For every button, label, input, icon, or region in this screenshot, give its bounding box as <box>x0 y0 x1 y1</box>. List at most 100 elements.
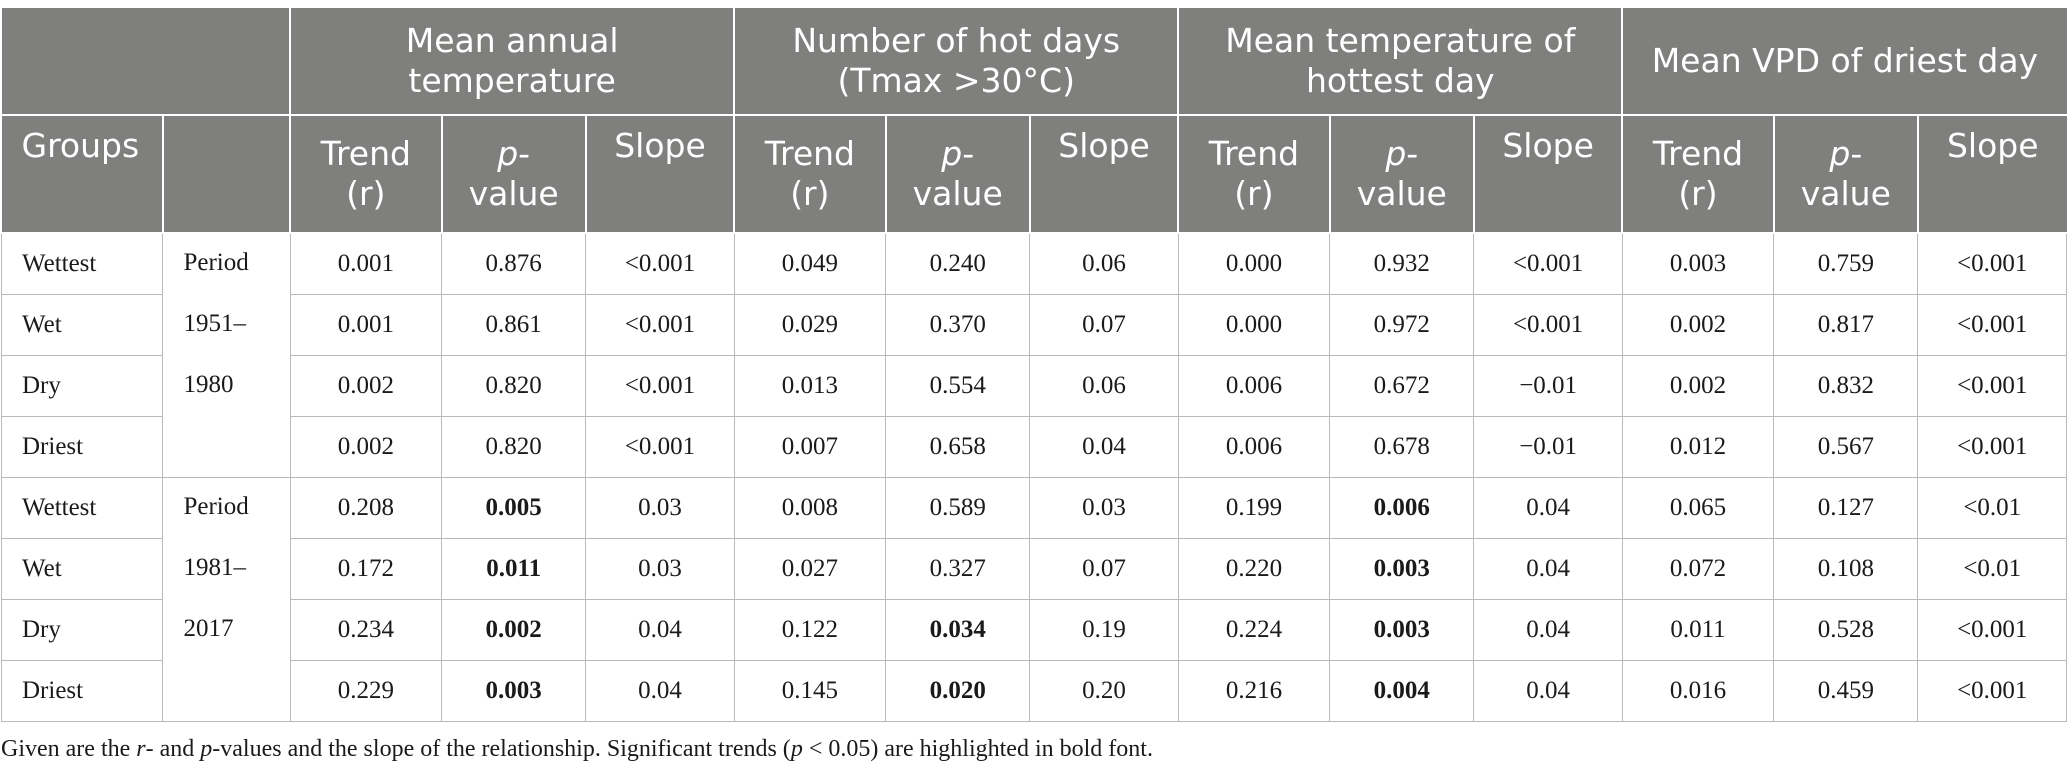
subheader-p-italic: p <box>497 134 519 173</box>
period-label-line: 1981– <box>183 554 246 581</box>
subheader-p-value: p- value <box>441 115 587 234</box>
data-cell: 0.002 <box>1621 294 1775 356</box>
significant-value: 0.034 <box>929 616 986 643</box>
data-cell: 0.003 <box>440 660 587 722</box>
data-cell: 0.005 <box>440 477 587 539</box>
table-row: Dry 0.234 0.002 0.04 0.122 0.034 0.19 0.224 0.00… <box>0 599 2067 661</box>
data-cell: 0.065 <box>1621 477 1775 539</box>
footnote-text-2: - and <box>145 736 201 762</box>
data-cell: 0.001 <box>289 232 443 295</box>
group-cell: Wettest <box>0 232 164 295</box>
data-cell: 0.459 <box>1773 660 1919 722</box>
data-cell: <0.001 <box>585 294 735 356</box>
period-label-line: 1951– <box>183 310 246 337</box>
data-cell: 0.006 <box>1177 416 1331 478</box>
significant-value: 0.004 <box>1373 677 1430 704</box>
data-cell: 0.04 <box>1473 538 1623 600</box>
data-cell: <0.001 <box>585 416 735 478</box>
data-cell: 0.589 <box>885 477 1031 539</box>
data-cell: 0.04 <box>1473 477 1623 539</box>
footnote-p: p <box>200 736 213 762</box>
significant-value: 0.005 <box>485 494 542 521</box>
group-cell: Dry <box>0 355 164 417</box>
data-cell: 0.049 <box>733 232 887 295</box>
data-cell: 0.820 <box>440 416 587 478</box>
data-cell: <0.001 <box>1917 232 2067 295</box>
data-cell: 0.108 <box>1773 538 1919 600</box>
table-body: Wettest Period 1951– 1980 0.001 0.876 <0.001 0.… <box>0 232 2067 722</box>
data-cell: 0.20 <box>1029 660 1179 722</box>
group-cell: Dry <box>0 599 164 661</box>
subheader-trend: Trend (r) <box>1622 115 1775 234</box>
data-cell: 0.034 <box>885 599 1031 661</box>
data-cell: 0.876 <box>440 232 587 295</box>
data-cell: <0.001 <box>1473 294 1623 356</box>
subheader-p-rest: - value <box>1800 134 1891 213</box>
footnote-p-2: p <box>790 736 803 762</box>
significant-value: 0.003 <box>485 677 542 704</box>
period-cell: Period 1951– 1980 <box>162 232 291 478</box>
period-cell: Period 1981– 2017 <box>162 477 291 722</box>
header-period-blank <box>162 115 292 234</box>
subheader-p-value: p- value <box>1773 115 1919 234</box>
group-cell: Driest <box>0 660 164 722</box>
data-cell: 0.04 <box>585 599 735 661</box>
subheader-trend: Trend (r) <box>290 115 443 234</box>
data-cell: 0.029 <box>733 294 887 356</box>
data-cell: 0.000 <box>1177 294 1331 356</box>
data-cell: 0.002 <box>1621 355 1775 417</box>
data-cell: 0.03 <box>1029 477 1179 539</box>
data-cell: <0.001 <box>1917 599 2067 661</box>
data-cell: 0.220 <box>1177 538 1331 600</box>
data-cell: 0.04 <box>1473 599 1623 661</box>
data-cell: 0.002 <box>289 355 443 417</box>
table-row: Wettest Period 1981– 2017 0.208 0.005 0.03 0.00… <box>0 477 2067 722</box>
data-cell: 0.229 <box>289 660 443 722</box>
data-cell: <0.001 <box>1917 660 2067 722</box>
data-cell: 0.04 <box>1029 416 1179 478</box>
significant-value: 0.003 <box>1373 555 1430 582</box>
data-cell: 0.208 <box>289 477 443 539</box>
data-cell: 0.072 <box>1621 538 1775 600</box>
group-cell: Wettest <box>0 477 164 539</box>
period-label-line: 1980 <box>183 371 234 398</box>
significant-value: 0.020 <box>929 677 986 704</box>
header-empty-cell <box>1 8 292 116</box>
data-cell: 0.127 <box>1773 477 1919 539</box>
data-cell: 0.002 <box>440 599 587 661</box>
data-cell: 0.972 <box>1329 294 1475 356</box>
data-cell: 0.224 <box>1177 599 1331 661</box>
data-cell: 0.199 <box>1177 477 1331 539</box>
data-cell: 0.07 <box>1029 294 1179 356</box>
table-row: Dry 0.002 0.820 <0.001 0.013 0.554 0.06 0.006 0.… <box>0 355 2067 417</box>
data-cell: 0.003 <box>1329 599 1475 661</box>
data-cell: 0.006 <box>1329 477 1475 539</box>
period-label-line: 2017 <box>183 615 234 642</box>
group-cell: Wet <box>0 294 164 356</box>
data-cell: 0.06 <box>1029 355 1179 417</box>
data-cell: 0.011 <box>440 538 587 600</box>
subheader-slope: Slope <box>1029 115 1180 234</box>
header-mean-vpd-driest-day: Mean VPD of driest day <box>1622 8 2067 116</box>
header-mean-annual-temperature: Mean annual temperature <box>290 8 736 116</box>
data-cell: 0.016 <box>1621 660 1775 722</box>
group-cell: Driest <box>0 416 164 478</box>
group-cell: Wet <box>0 538 164 600</box>
data-cell: 0.216 <box>1177 660 1331 722</box>
data-cell: 0.861 <box>440 294 587 356</box>
data-cell: <0.01 <box>1917 477 2067 539</box>
subheader-trend: Trend (r) <box>734 115 887 234</box>
data-cell: 0.020 <box>885 660 1031 722</box>
table-row: Driest 0.229 0.003 0.04 0.145 0.020 0.20 0.216 0… <box>0 660 2067 722</box>
data-cell: 0.567 <box>1773 416 1919 478</box>
significant-value: 0.011 <box>486 555 542 582</box>
data-cell: <0.001 <box>585 355 735 417</box>
data-cell: <0.001 <box>1917 294 2067 356</box>
header-mean-temperature-hottest-day: Mean temperature of hottest day <box>1178 8 1624 116</box>
table-footnote: Given are the r- and p-values and the sl… <box>1 736 1153 763</box>
table-row: Wettest Period 1951– 1980 0.001 0.876 <0.001 0.… <box>0 232 2067 478</box>
data-cell: 0.172 <box>289 538 443 600</box>
data-cell: −0.01 <box>1473 416 1623 478</box>
data-cell: 0.04 <box>585 660 735 722</box>
data-cell: 0.820 <box>440 355 587 417</box>
